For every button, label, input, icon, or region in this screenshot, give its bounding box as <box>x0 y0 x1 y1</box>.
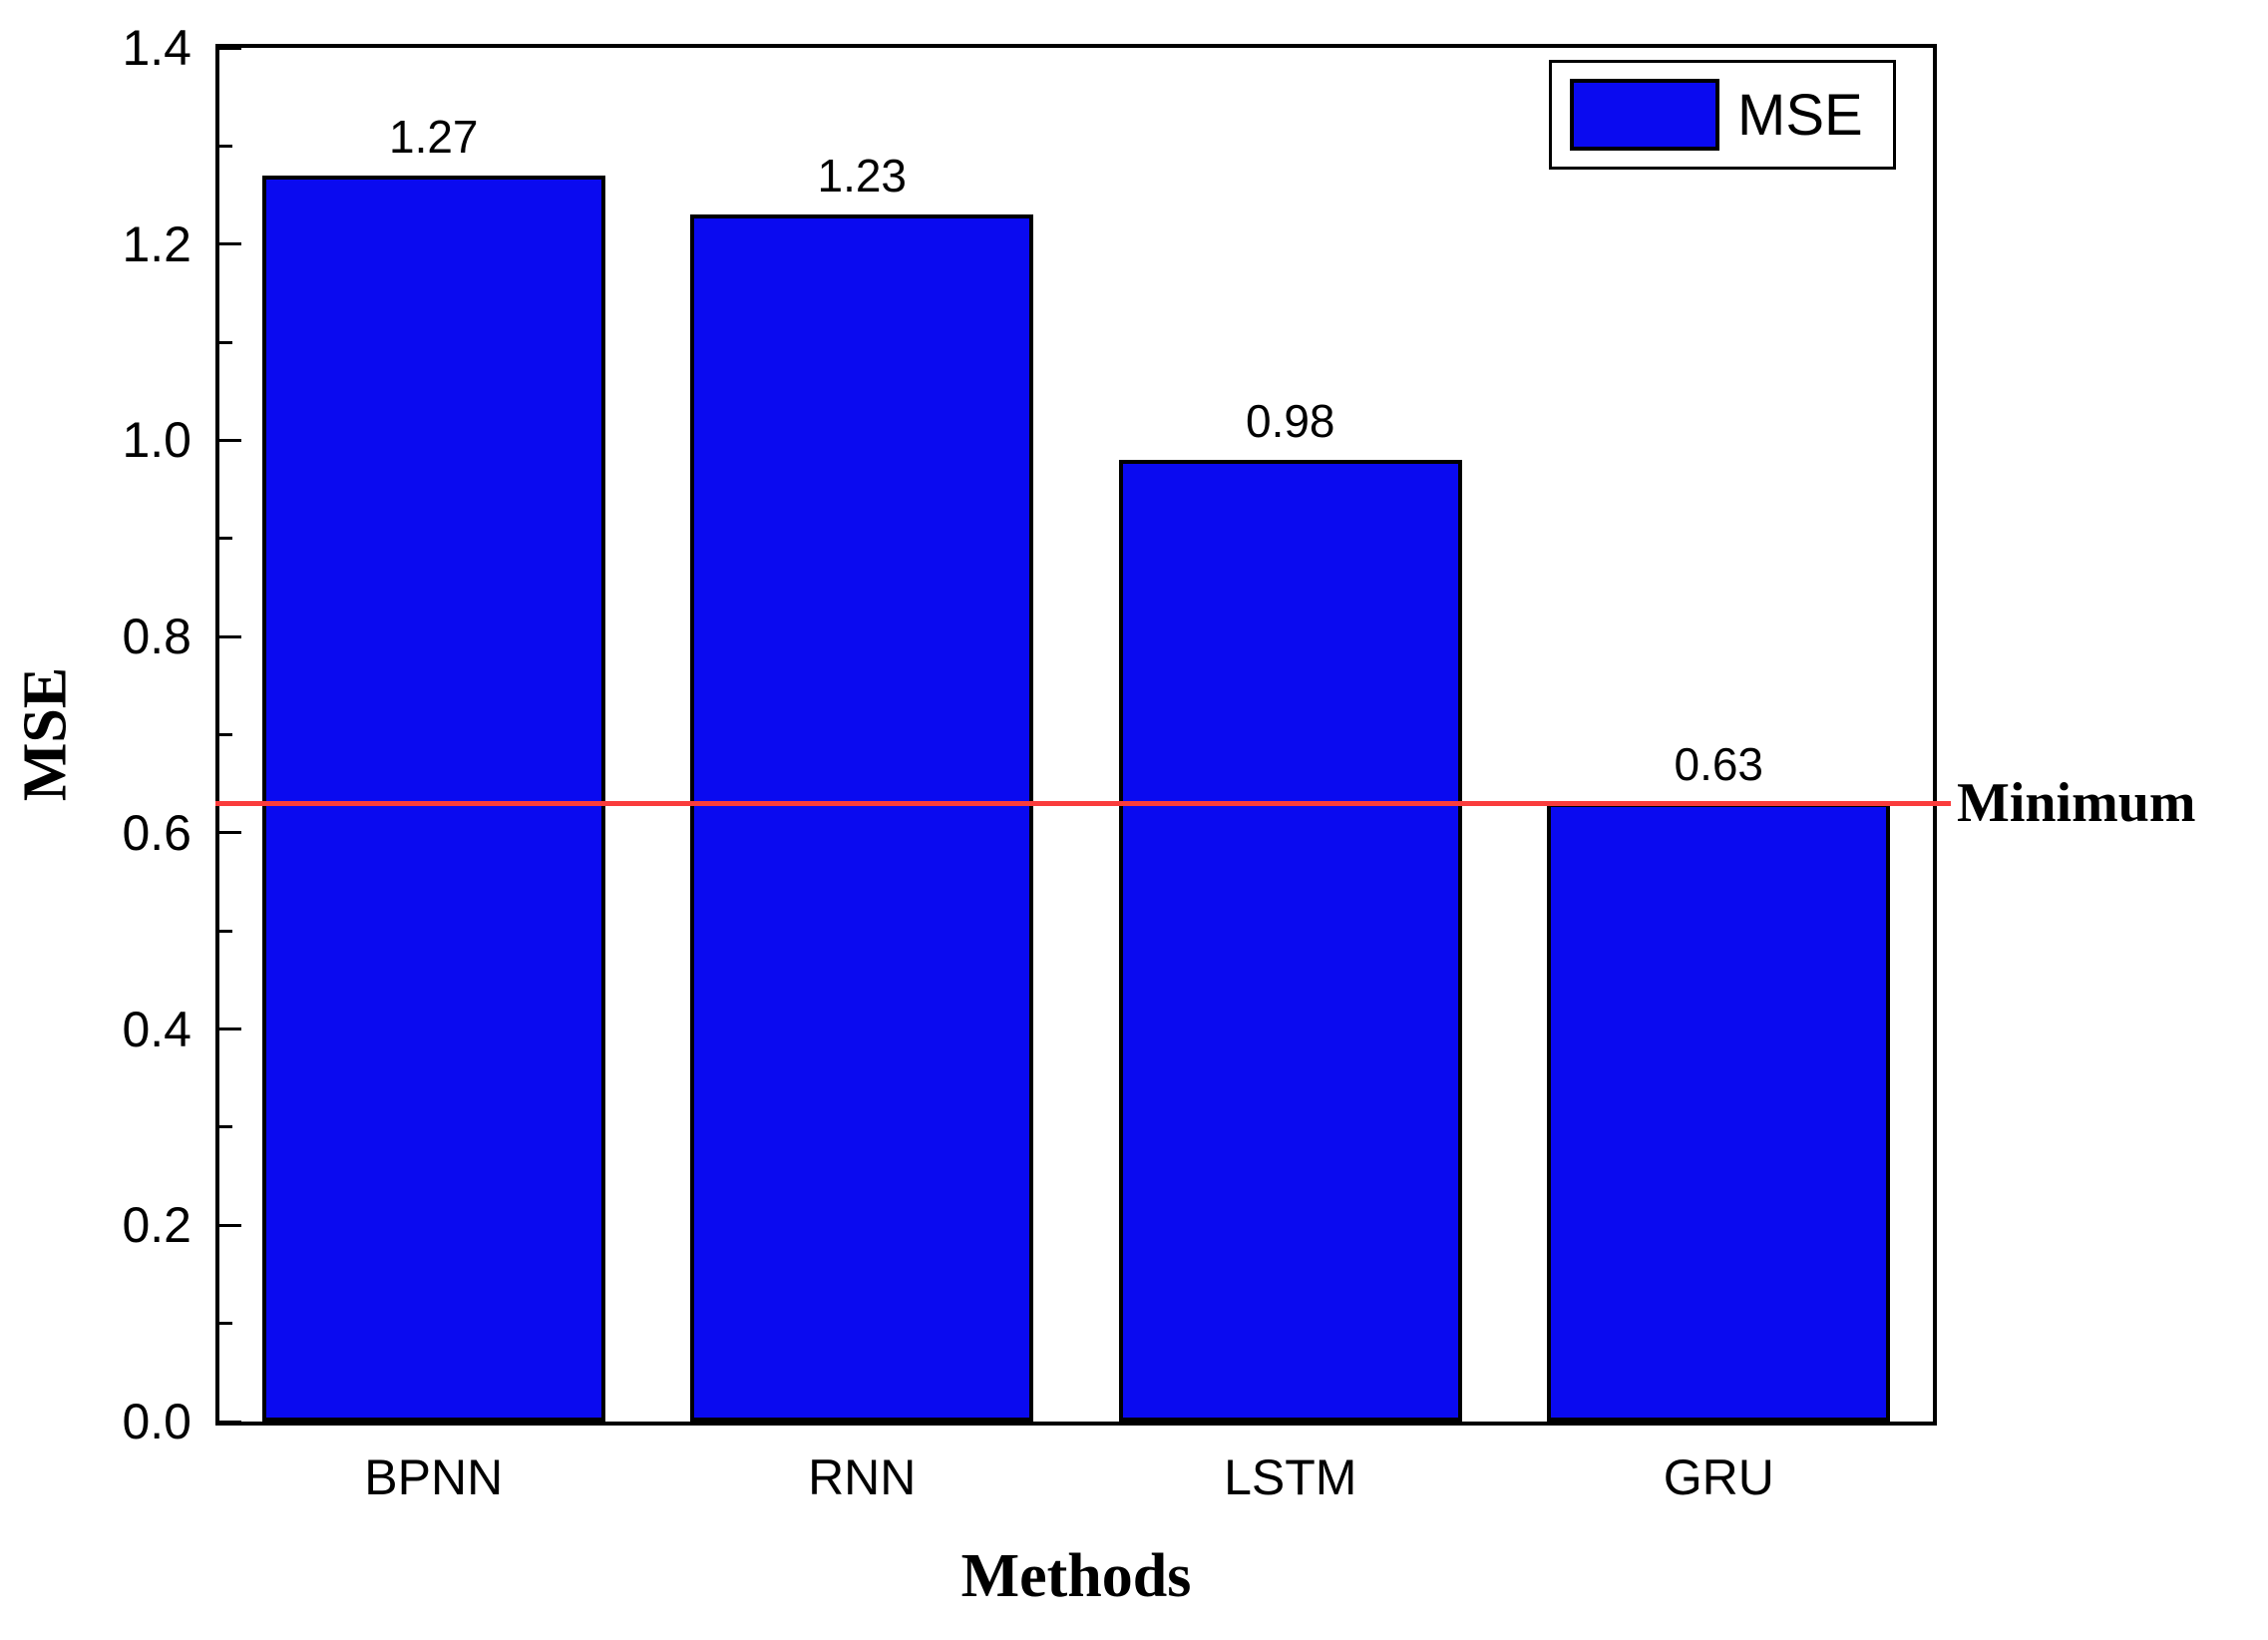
legend-swatch-mse <box>1570 79 1719 151</box>
x-category-label: LSTM <box>1224 1449 1357 1505</box>
bar-value-label: 0.98 <box>1245 395 1335 448</box>
y-major-tick <box>219 438 241 442</box>
y-major-tick <box>219 242 241 246</box>
legend-label-mse: MSE <box>1737 82 1863 148</box>
y-tick-label: 0.2 <box>122 1197 191 1254</box>
bar-rnn <box>690 214 1034 1422</box>
y-tick-label: 1.0 <box>122 412 191 469</box>
y-tick-label: 1.2 <box>122 215 191 272</box>
plot-inner: 1.27 1.23 0.98 0.63 <box>219 46 1933 1424</box>
bar-lstm <box>1118 460 1462 1422</box>
y-axis-title: MSE <box>11 666 80 802</box>
x-axis-title: Methods <box>960 1542 1192 1610</box>
y-tick-label: 0.0 <box>122 1394 191 1449</box>
y-major-tick <box>219 634 241 638</box>
legend: MSE <box>1549 60 1896 170</box>
x-category-label: GRU <box>1663 1449 1774 1505</box>
bar-bpnn <box>261 175 605 1422</box>
y-tick-label: 0.4 <box>122 1001 191 1057</box>
bar-value-label: 1.23 <box>817 150 908 203</box>
bar-gru <box>1547 803 1891 1422</box>
minimum-reference-line <box>215 800 1951 806</box>
y-minor-tick <box>219 929 232 933</box>
y-minor-tick <box>219 733 232 736</box>
y-major-tick <box>219 831 241 835</box>
y-major-tick <box>219 46 241 50</box>
x-category-label: BPNN <box>364 1449 504 1505</box>
y-minor-tick <box>219 144 232 148</box>
y-tick-label: 1.4 <box>122 20 191 76</box>
y-major-tick <box>219 1420 241 1424</box>
y-tick-label: 0.6 <box>122 804 191 861</box>
x-category-label: RNN <box>808 1449 917 1505</box>
bar-value-label: 0.63 <box>1674 738 1764 791</box>
y-major-tick <box>219 1027 241 1031</box>
plot-area: 1.27 1.23 0.98 0.63 MSE <box>215 44 1937 1426</box>
y-minor-tick <box>219 537 232 541</box>
y-minor-tick <box>219 1322 232 1326</box>
y-tick-label: 0.8 <box>122 609 191 665</box>
y-minor-tick <box>219 340 232 344</box>
minimum-label: Minimum <box>1957 772 2196 835</box>
bar-value-label: 1.27 <box>388 110 479 163</box>
y-major-tick <box>219 1223 241 1227</box>
y-minor-tick <box>219 1125 232 1129</box>
